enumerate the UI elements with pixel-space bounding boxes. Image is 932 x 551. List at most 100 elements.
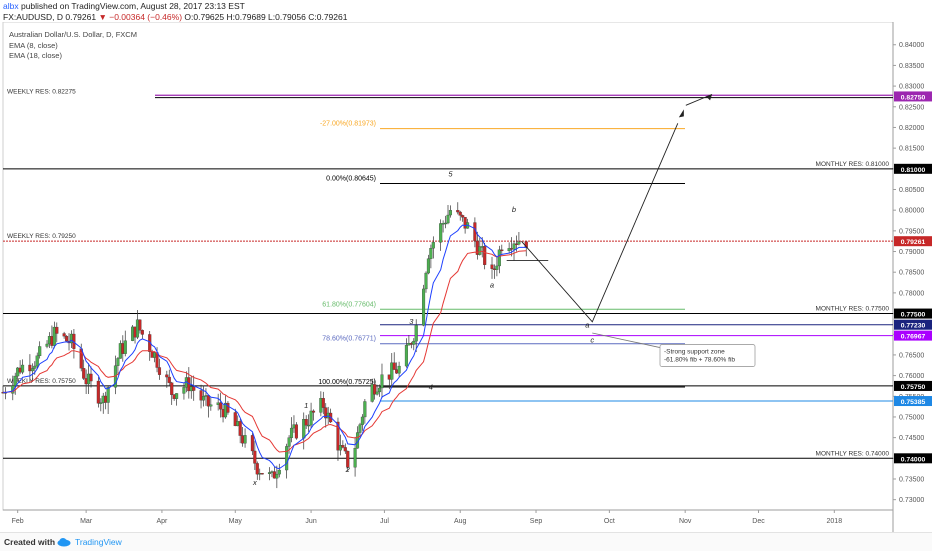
tradingview-brand[interactable]: TradingView <box>75 537 122 547</box>
candle-body <box>307 424 311 427</box>
chart-header: albx published on TradingView.com, Augus… <box>0 0 932 22</box>
candle-body <box>490 264 494 269</box>
candle-body <box>338 445 342 451</box>
ema-18-line <box>2 250 527 453</box>
candle-body <box>483 246 487 265</box>
candle-body <box>380 374 384 389</box>
candle-body <box>360 416 364 425</box>
fib-level-label: 78.60%(0.76771) <box>322 336 376 343</box>
candle-body <box>192 386 196 391</box>
candle-body <box>65 335 69 342</box>
time-tick-label: Oct <box>604 518 615 525</box>
price-tag <box>894 91 932 102</box>
candle-body <box>343 447 347 452</box>
price-tag-label: 0.75750 <box>901 384 926 391</box>
author-link[interactable]: albx <box>3 1 19 11</box>
candle-body <box>304 419 308 426</box>
candle-body <box>157 367 162 375</box>
ema-8-line <box>2 224 527 470</box>
candle-body <box>201 396 206 401</box>
candle-body <box>507 248 511 252</box>
candle-body <box>429 248 433 259</box>
price-tick-label: 0.80500 <box>899 187 924 194</box>
projection-line <box>521 123 679 323</box>
candle-body <box>199 390 203 401</box>
candle-body <box>233 412 237 427</box>
candle-body <box>167 376 171 383</box>
price-tick-label: 0.82500 <box>899 104 924 111</box>
candle-body <box>397 365 401 374</box>
symbol-info: FX:AUDUSD, D 0.79261 ▼ −0.00364 (−0.46%)… <box>3 12 347 22</box>
candle-body <box>412 340 416 345</box>
chart-title: Australian Dollar/U.S. Dollar, D, FXCM <box>9 30 137 39</box>
price-tick-label: 0.74500 <box>899 435 924 442</box>
candle-body <box>426 258 430 274</box>
callout-box <box>659 344 756 367</box>
candle-body <box>448 210 452 216</box>
arrow-head-icon <box>678 109 684 118</box>
candle-body <box>495 265 499 270</box>
candle-body <box>28 364 32 372</box>
wave-label: b <box>512 205 516 214</box>
candle-body <box>321 398 325 408</box>
candle-body <box>363 401 367 418</box>
price-chart[interactable]: 0.84000 0.83500 0.83000 0.82500 0.82000 0.815… <box>0 22 932 532</box>
candle-body <box>226 402 230 413</box>
time-tick-label: 2018 <box>827 518 843 525</box>
time-tick-label: Sep <box>530 518 543 525</box>
candle-body <box>456 210 460 213</box>
time-tick-label: Nov <box>679 518 692 525</box>
candle-body <box>138 319 142 331</box>
candle-body <box>311 410 316 413</box>
indicator-legend: EMA (8, close) <box>9 41 58 50</box>
price-change: ▼ −0.00364 (−0.46%) <box>98 12 183 22</box>
candle-body <box>21 364 25 373</box>
candle-body <box>219 402 223 410</box>
candle-body <box>446 214 450 224</box>
time-tick-label: Mar <box>80 518 93 525</box>
candle-body <box>285 446 289 471</box>
price-tick-label: 0.79500 <box>899 228 924 235</box>
callout-pointer <box>592 332 661 348</box>
time-tick-label: Feb <box>12 518 24 525</box>
candle-body <box>96 380 100 404</box>
wave-label: a <box>490 281 494 290</box>
wave-label: a <box>585 321 589 330</box>
candle-body <box>377 387 382 393</box>
level-label: WEEKLY RES: 0.82275 <box>7 88 76 95</box>
created-with-text: Created with <box>4 537 56 547</box>
candle-body <box>170 382 174 395</box>
price-tag <box>894 236 932 247</box>
price-tick-label: 0.73000 <box>899 497 924 504</box>
symbol-label: FX:AUDUSD, D <box>3 12 63 22</box>
price-tick-label: 0.83000 <box>899 84 924 91</box>
time-tick-label: Jun <box>305 518 316 525</box>
candle-body <box>253 450 257 464</box>
candle-body <box>336 421 340 451</box>
price-tick-label: 0.76000 <box>899 373 924 380</box>
candle-body <box>414 325 418 342</box>
fib-level-label: 100.00%(0.75725) <box>318 379 376 386</box>
wave-label: 5 <box>448 169 453 178</box>
candle-body <box>289 427 294 438</box>
candle-body <box>346 450 350 468</box>
candle-body <box>82 368 86 379</box>
time-tick-label: Apr <box>156 518 168 525</box>
wave-label: 2 <box>345 465 351 474</box>
callout-text: -61.80% fib + 78.60% fib <box>664 357 735 364</box>
price-tag-label: 0.77500 <box>901 312 926 319</box>
price-tag <box>894 453 932 464</box>
price-tick-label: 0.76500 <box>899 352 924 359</box>
candle-body <box>182 387 186 394</box>
candle-body <box>38 346 42 357</box>
candle-body <box>287 437 291 447</box>
candle-body <box>45 343 49 347</box>
candle-body <box>341 445 345 448</box>
candle-body <box>243 435 247 444</box>
candle-body <box>175 393 179 399</box>
price-tick-label: 0.82000 <box>899 125 924 132</box>
candle-body <box>512 243 516 250</box>
candle-body <box>106 387 110 403</box>
time-tick-label: Dec <box>752 518 765 525</box>
candle-body <box>13 375 17 386</box>
